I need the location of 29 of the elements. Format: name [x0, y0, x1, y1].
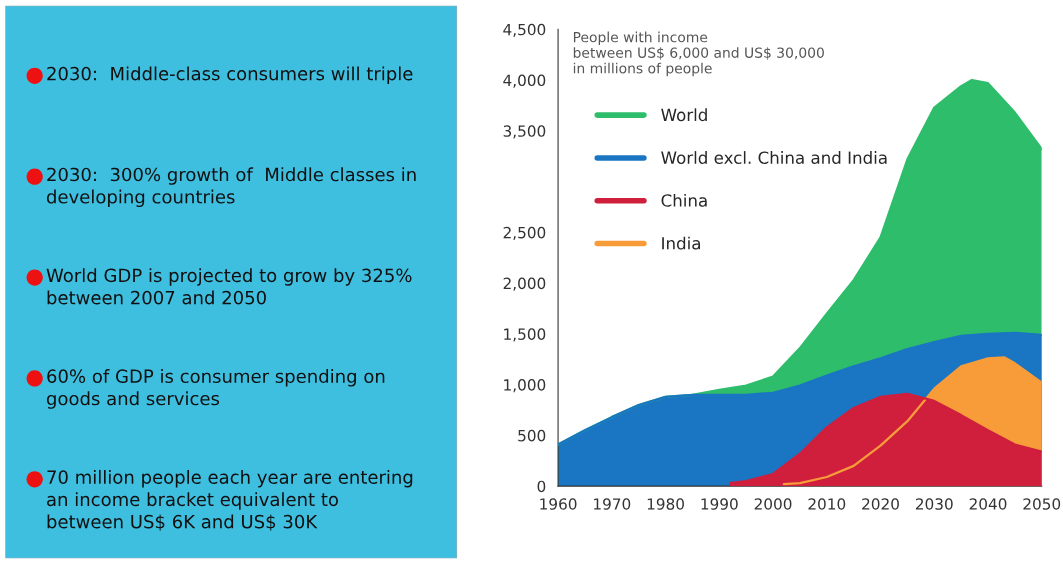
legend-label: World excl. China and India [661, 151, 887, 164]
text: 70 million people each year are entering an income bracket equivalent to between US$ 6K and US$ 30K [47, 469, 413, 531]
x-tick-label: 2010 [808, 498, 846, 510]
text: 2030: Middle-class consumers will triple [47, 66, 413, 84]
legend-label: China [661, 193, 707, 207]
legend-label: World [661, 108, 707, 122]
text: People with income between US$ 6,000 and US$ 30,000 in millions of people [573, 31, 824, 77]
x-tick-label: 1990 [701, 498, 738, 510]
x-tick-label: 2030 [915, 498, 953, 510]
x-tick-label: 2020 [862, 498, 899, 510]
y-tick-label: 1,500 [504, 328, 546, 342]
text: 2030: 300% growth of Middle classes in developing countries [46, 167, 416, 208]
text: 60% of GDP is consumer spending on goods and services [46, 369, 385, 409]
x-tick-label: 1960 [540, 498, 577, 510]
y-tick-label: 2,000 [503, 277, 546, 291]
y-tick-label: 4,500 [503, 23, 546, 37]
y-tick-label: 0 [537, 480, 546, 493]
legend-label: India [662, 236, 700, 250]
x-tick-label: 2040 [969, 498, 1007, 510]
y-tick-label: 4,000 [503, 74, 546, 88]
x-tick-label: 1970 [594, 498, 631, 510]
x-tick-label: 2000 [754, 498, 792, 510]
x-tick-label: 1980 [647, 498, 684, 510]
y-tick-label: 500 [518, 429, 546, 442]
y-tick-label: 1,000 [504, 379, 546, 393]
y-tick-label: 2,500 [503, 226, 546, 240]
text: World GDP is projected to grow by 325% between 2007 and 2050 [46, 268, 412, 305]
x-tick-label: 2050 [1023, 498, 1061, 510]
y-tick-label: 3,500 [503, 125, 546, 139]
